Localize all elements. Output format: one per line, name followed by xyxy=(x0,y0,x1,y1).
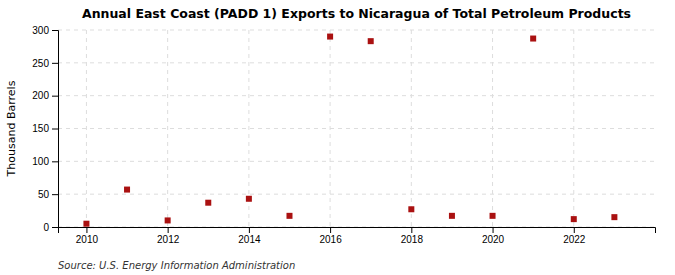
point xyxy=(165,217,171,223)
tick: 2012 xyxy=(157,227,180,245)
tick: 2010 xyxy=(76,227,99,245)
tick: 2014 xyxy=(238,227,261,245)
tick-mark xyxy=(411,227,412,233)
point xyxy=(611,214,617,220)
points xyxy=(83,34,617,227)
tick-label: 2018 xyxy=(401,234,424,245)
grid-line xyxy=(58,161,655,162)
point xyxy=(571,216,577,222)
tick: 300 xyxy=(32,25,58,36)
axis-line xyxy=(59,228,656,234)
x-axis: 2010 2012 2014 2016 2018 2020 2022 xyxy=(59,227,656,245)
tick-mark xyxy=(493,227,494,233)
tick-label: 50 xyxy=(38,189,50,200)
grid-line xyxy=(58,62,655,63)
tick-mark xyxy=(249,227,250,233)
point xyxy=(205,200,211,206)
tick-label: 2012 xyxy=(157,234,180,245)
point xyxy=(246,196,252,202)
tick-mark xyxy=(330,227,331,233)
tick-mark xyxy=(168,227,169,233)
tick-mark xyxy=(86,227,87,233)
tick: 2018 xyxy=(401,227,424,245)
point xyxy=(368,38,374,44)
y-axis-label: Thousand Barrels xyxy=(5,80,18,177)
grid-line xyxy=(492,30,493,227)
point xyxy=(83,221,89,227)
grid xyxy=(58,30,655,227)
point xyxy=(124,187,130,193)
tick-label: 2010 xyxy=(76,234,99,245)
tick: 2022 xyxy=(563,227,586,245)
tick: 100 xyxy=(32,156,58,167)
tick-mark xyxy=(52,194,58,195)
point xyxy=(449,213,455,219)
point xyxy=(530,36,536,42)
axis-line xyxy=(52,31,59,228)
tick-mark xyxy=(52,161,58,162)
tick-mark xyxy=(52,129,58,130)
tick: 2020 xyxy=(482,227,505,245)
point xyxy=(286,213,292,219)
point xyxy=(327,34,333,40)
grid-line xyxy=(58,95,655,96)
grid-line xyxy=(58,128,655,129)
point xyxy=(408,206,414,212)
tick-label: 2014 xyxy=(238,234,261,245)
tick-mark xyxy=(52,227,58,228)
y-axis: 0 50 100 150 200 250 300 xyxy=(32,25,58,233)
tick-label: 2020 xyxy=(482,234,505,245)
tick-mark xyxy=(52,96,58,97)
tick: 200 xyxy=(32,90,58,101)
grid-line xyxy=(58,194,655,195)
tick-label: 100 xyxy=(32,156,49,167)
grid-line xyxy=(86,30,87,227)
plot: 2010 2012 2014 2016 2018 2020 2022 0 50 100 150 200… xyxy=(32,25,655,245)
source: Source: U.S. Energy Information Administ… xyxy=(58,260,295,271)
tick: 50 xyxy=(38,189,58,200)
grid-line xyxy=(58,30,655,31)
chart: 2010 2012 2014 2016 2018 2020 2022 0 50 100 150 200… xyxy=(0,0,675,275)
tick-label: 0 xyxy=(43,222,49,233)
title: Annual East Coast (PADD 1) Exports to Ni… xyxy=(82,6,631,21)
tick: 0 xyxy=(43,222,58,233)
tick-mark xyxy=(52,63,58,64)
grid-line xyxy=(411,30,412,227)
tick: 250 xyxy=(32,58,58,69)
tick-label: 200 xyxy=(32,90,49,101)
grid-line xyxy=(167,30,168,227)
tick: 150 xyxy=(32,123,58,134)
grid-line xyxy=(573,30,574,227)
tick-label: 2022 xyxy=(563,234,586,245)
tick-label: 2016 xyxy=(319,234,342,245)
tick-label: 250 xyxy=(32,58,49,69)
point xyxy=(490,213,496,219)
grid-line xyxy=(330,30,331,227)
tick-label: 150 xyxy=(32,123,49,134)
tick: 2016 xyxy=(319,227,342,245)
tick-mark xyxy=(574,227,575,233)
tick-mark xyxy=(52,30,58,31)
tick-label: 300 xyxy=(32,25,49,36)
